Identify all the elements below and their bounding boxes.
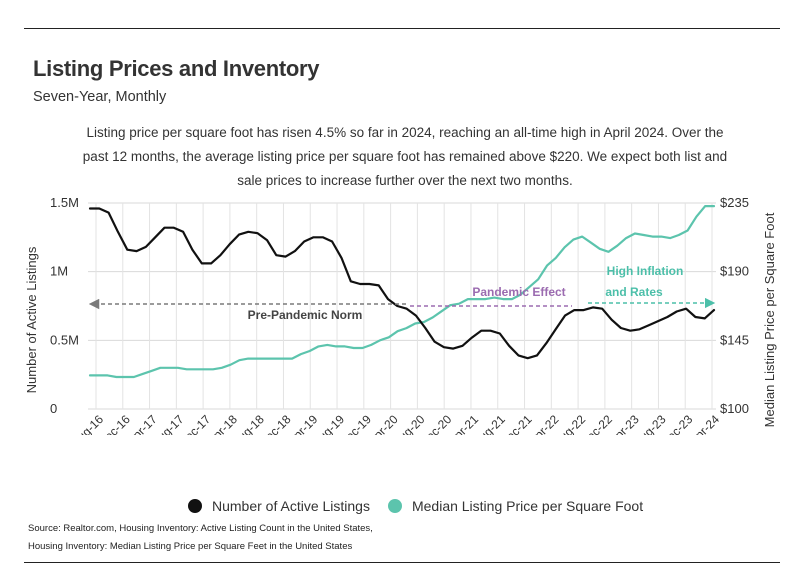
legend: Number of Active Listings Median Listing… <box>188 498 661 514</box>
y-left-tick-label: 0 <box>50 401 57 416</box>
high-inflation-label-line2: and Rates <box>605 285 663 299</box>
y-axis-left-title: Number of Active Listings <box>24 246 39 393</box>
legend-swatch-price <box>387 499 402 513</box>
x-tick-label: Aug-16 <box>69 412 106 435</box>
y-left-tick-label: 1.5M <box>50 195 79 210</box>
series-line-listings <box>88 207 716 360</box>
line-chart: Pre-Pandemic Norm Pandemic Effect High I… <box>24 195 777 435</box>
y-axis-right-title: Median Listing Price per Square Foot <box>762 212 777 427</box>
y-left-tick-label: 0.5M <box>50 332 79 347</box>
source-note: Source: Realtor.com, Housing Inventory: … <box>28 520 373 556</box>
annotation-layer: Pre-Pandemic Norm Pandemic Effect High I… <box>88 264 716 322</box>
y-right-tick-label: $100 <box>720 401 749 416</box>
legend-label-price: Median Listing Price per Square Foot <box>411 498 644 514</box>
chart-subtitle: Seven-Year, Monthly <box>33 89 167 105</box>
high-inflation-label-line1: High Inflation <box>607 264 684 278</box>
top-rule <box>24 28 780 29</box>
y-right-tick-label: $190 <box>720 264 749 279</box>
pre-pandemic-label: Pre-Pandemic Norm <box>248 308 363 322</box>
legend-item-listings: Number of Active Listings <box>188 498 370 514</box>
legend-swatch-listings <box>188 499 202 513</box>
grid <box>88 202 716 410</box>
pandemic-effect-label: Pandemic Effect <box>472 285 565 299</box>
source-line-1: Source: Realtor.com, Housing Inventory: … <box>28 523 373 534</box>
chart-description: Listing price per square foot has risen … <box>82 125 728 188</box>
series-layer <box>88 205 716 379</box>
legend-item-price: Median Listing Price per Square Foot <box>387 498 644 514</box>
y-right-tick-label: $235 <box>720 195 749 210</box>
series-line-price <box>88 205 716 379</box>
legend-label-listings: Number of Active Listings <box>212 498 370 514</box>
bottom-rule <box>24 562 780 563</box>
chart-title: Listing Prices and Inventory <box>33 56 320 81</box>
y-left-tick-label: 1M <box>50 264 68 279</box>
y-right-tick-label: $145 <box>720 332 749 347</box>
source-line-2: Housing Inventory: Median Listing Price … <box>28 541 353 552</box>
